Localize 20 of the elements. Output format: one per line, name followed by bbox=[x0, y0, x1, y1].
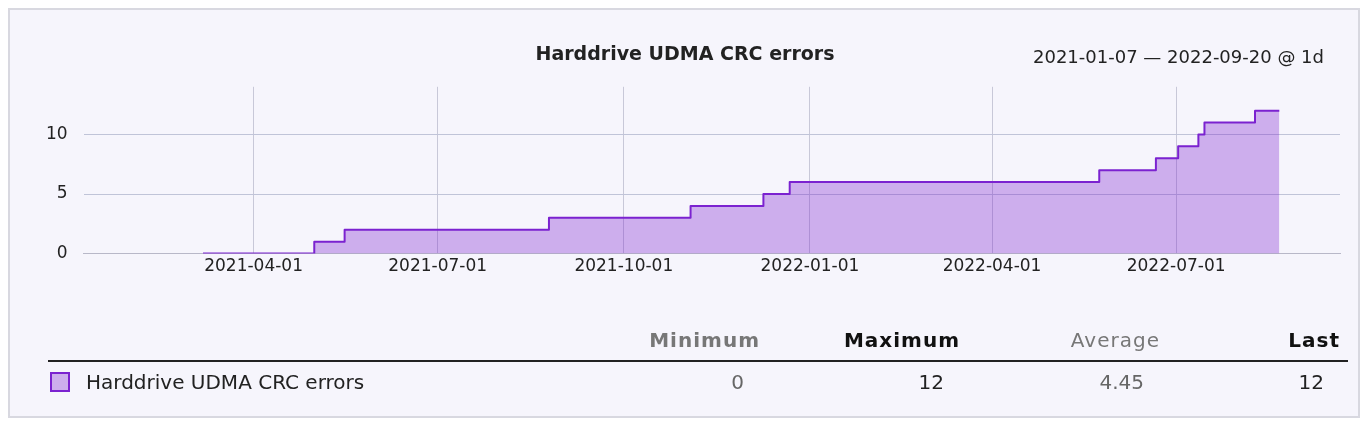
text: Maximum bbox=[842, 328, 960, 352]
text: 12 bbox=[917, 370, 944, 394]
x-tick-label: 2021-10-01 bbox=[574, 255, 674, 276]
text: Last bbox=[1287, 328, 1341, 352]
y-tick-label: 5 bbox=[56, 182, 68, 203]
text: 0 bbox=[730, 370, 744, 394]
text: Average bbox=[1069, 328, 1160, 352]
x-tick-label: 2022-01-01 bbox=[760, 255, 860, 276]
chart-subtitle: 2021-01-07 — 2022-09-20 @ 1d bbox=[1033, 45, 1324, 67]
x-tick-label: 2022-04-01 bbox=[942, 255, 1042, 276]
text: 4.45 bbox=[1098, 370, 1144, 394]
legend-label: Harddrive UDMA CRC errors bbox=[86, 370, 366, 394]
y-tick-label: 10 bbox=[45, 122, 68, 143]
text: 12 bbox=[1297, 370, 1325, 394]
chart-title: Harddrive UDMA CRC errors bbox=[535, 42, 835, 65]
x-tick-label: 2022-07-01 bbox=[1126, 255, 1226, 276]
x-tick-label: 2021-04-01 bbox=[204, 255, 303, 276]
y-tick-label: 0 bbox=[56, 242, 68, 263]
x-tick-label: 2021-07-01 bbox=[388, 255, 488, 276]
text: Minimum bbox=[648, 328, 760, 352]
